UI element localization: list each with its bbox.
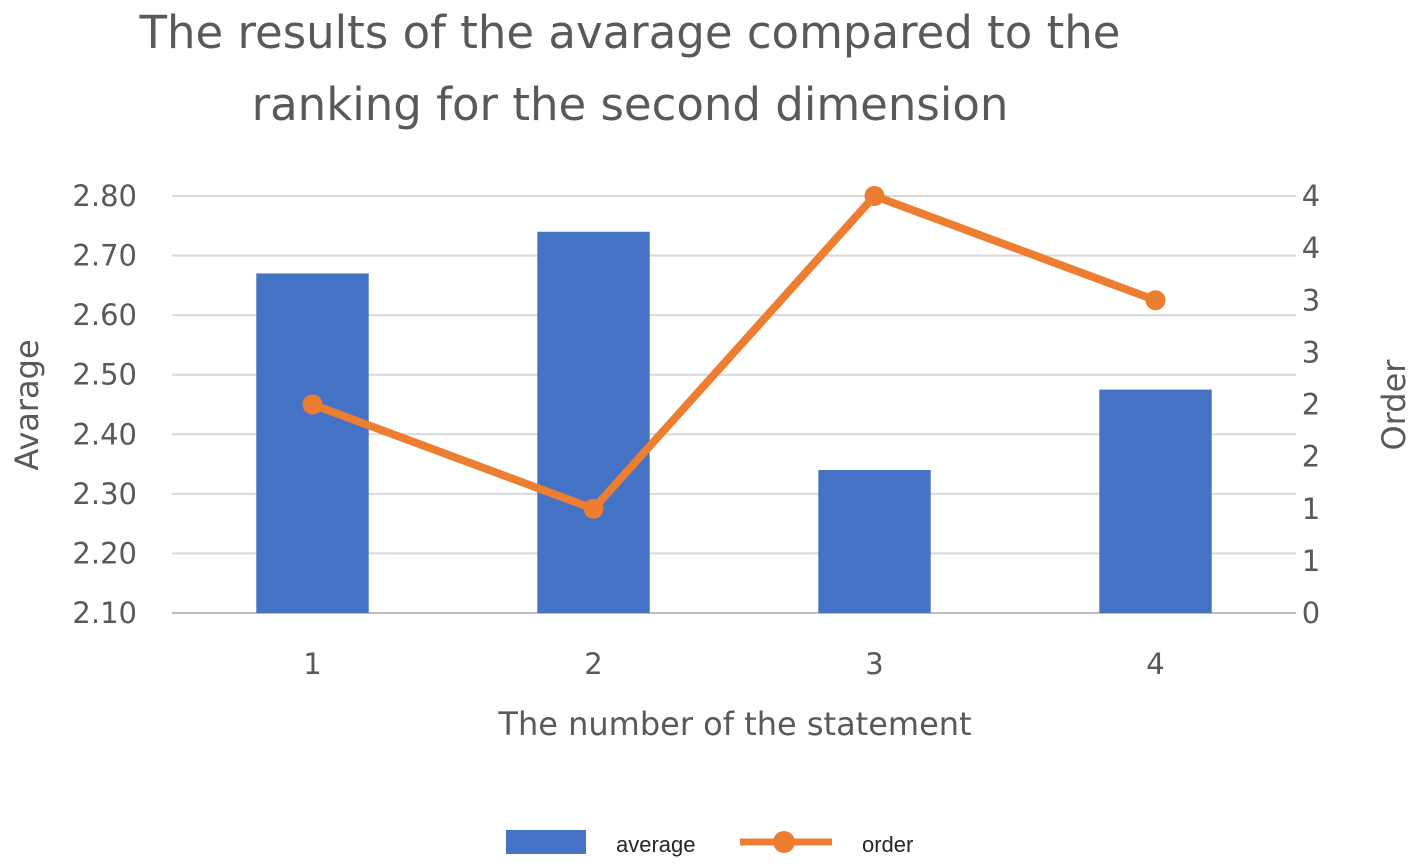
y2-tick-label: 1: [1302, 544, 1320, 578]
y-tick-label: 2.50: [72, 358, 137, 392]
bar-average-3: [818, 470, 931, 613]
y2-tick-label: 4: [1302, 231, 1320, 265]
x-axis-title: The number of the statement: [497, 705, 971, 743]
y2-tick-label: 2: [1302, 440, 1320, 474]
point-order-1: [302, 394, 323, 415]
y2-tick-label: 2: [1302, 388, 1320, 422]
legend-swatch-average: [506, 830, 586, 854]
bar-average-4: [1099, 389, 1212, 613]
y-tick-label: 2.40: [72, 417, 137, 451]
y-tick-label: 2.70: [72, 239, 137, 273]
y-tick-label: 2.10: [72, 596, 137, 630]
legend-label-order: order: [862, 832, 913, 857]
x-tick-label: 3: [865, 647, 883, 681]
bar-average-2: [537, 231, 650, 613]
legend-label-average: average: [616, 832, 696, 857]
y-tick-label: 2.20: [72, 536, 137, 570]
y-tick-label: 2.60: [72, 298, 137, 332]
y2-axis-title: Order: [1375, 359, 1413, 451]
point-order-4: [1145, 290, 1166, 311]
legend: average order: [506, 830, 913, 857]
y2-tick-label: 3: [1302, 335, 1320, 369]
x-tick-label: 2: [584, 647, 602, 681]
y2-tick-label: 3: [1302, 283, 1320, 317]
y-axis-title: Avarage: [8, 339, 46, 470]
y2-tick-label: 1: [1302, 492, 1320, 526]
y2-tick-label: 4: [1302, 179, 1320, 213]
chart-title-line-1: The results of the avarage compared to t…: [139, 6, 1121, 59]
bar-average-1: [256, 273, 369, 613]
x-tick-label: 1: [303, 647, 321, 681]
legend-swatch-order-marker: [773, 831, 795, 853]
y2-tick-label: 0: [1302, 596, 1320, 630]
chart-title-line-2: ranking for the second dimension: [251, 78, 1009, 131]
point-order-2: [583, 498, 604, 519]
y-tick-label: 2.80: [72, 179, 137, 213]
y-tick-label: 2.30: [72, 477, 137, 511]
x-tick-label: 4: [1146, 647, 1164, 681]
line-order: [311, 192, 1157, 513]
point-order-3: [864, 186, 885, 206]
